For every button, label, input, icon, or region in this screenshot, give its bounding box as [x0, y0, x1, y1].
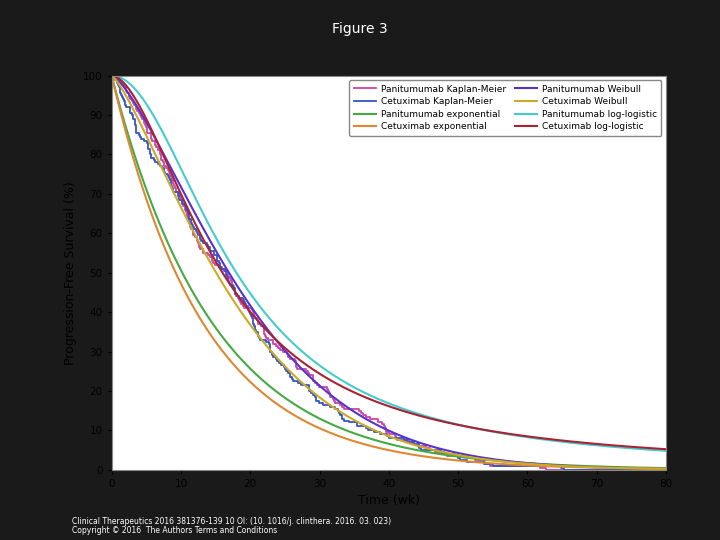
Panitumumab log-logistic: [408, 408, 416, 415]
Panitumumab Weibull: [648, 465, 657, 472]
Cetuximab Kaplan-Meier: [163, 173, 172, 179]
Panitumumab exponential: [648, 464, 657, 471]
Panitumumab log-logistic: [437, 417, 446, 424]
Panitumumab exponential: [408, 446, 416, 453]
Cetuximab log-logistic: [408, 410, 416, 417]
Line: Cetuximab log-logistic: Cetuximab log-logistic: [112, 76, 666, 449]
Panitumumab Weibull: [662, 465, 670, 472]
Panitumumab log-logistic: [107, 72, 116, 79]
Cetuximab Kaplan-Meier: [225, 279, 233, 286]
Panitumumab Kaplan-Meier: [330, 400, 339, 406]
Cetuximab exponential: [408, 451, 416, 458]
Cetuximab Kaplan-Meier: [315, 400, 323, 406]
Panitumumab exponential: [374, 438, 382, 444]
Cetuximab Kaplan-Meier: [107, 72, 116, 79]
Line: Panitumumab Kaplan-Meier: Panitumumab Kaplan-Meier: [112, 76, 666, 470]
Panitumumab Weibull: [562, 463, 570, 469]
Line: Panitumumab log-logistic: Panitumumab log-logistic: [112, 76, 666, 451]
Panitumumab exponential: [562, 462, 570, 469]
Cetuximab Kaplan-Meier: [246, 311, 254, 318]
Cetuximab Weibull: [374, 429, 382, 435]
Panitumumab Kaplan-Meier: [222, 267, 230, 274]
Line: Cetuximab exponential: Cetuximab exponential: [112, 76, 666, 469]
Cetuximab exponential: [648, 465, 657, 472]
Cetuximab log-logistic: [437, 418, 446, 424]
Cetuximab Weibull: [371, 427, 379, 434]
Panitumumab Weibull: [107, 72, 116, 79]
Cetuximab exponential: [374, 444, 382, 451]
Panitumumab Weibull: [437, 446, 446, 453]
Cetuximab Weibull: [648, 465, 657, 472]
Line: Panitumumab Weibull: Panitumumab Weibull: [112, 76, 666, 469]
Cetuximab exponential: [437, 455, 446, 462]
Line: Cetuximab Kaplan-Meier: Cetuximab Kaplan-Meier: [112, 76, 666, 470]
Panitumumab exponential: [437, 451, 446, 457]
Panitumumab log-logistic: [374, 396, 382, 402]
Cetuximab Kaplan-Meier: [662, 467, 670, 473]
Legend: Panitumumab Kaplan-Meier, Cetuximab Kaplan-Meier, Panitumumab exponential, Cetux: Panitumumab Kaplan-Meier, Cetuximab Kapl…: [349, 80, 662, 136]
Cetuximab log-logistic: [562, 438, 570, 444]
Panitumumab exponential: [371, 437, 379, 443]
Cetuximab log-logistic: [648, 445, 657, 451]
Text: Clinical Therapeutics 2016 381376-139 10 Ol: (10. 1016/j. clinthera. 2016. 03. 0: Clinical Therapeutics 2016 381376-139 10…: [72, 517, 391, 526]
Panitumumab Kaplan-Meier: [107, 72, 116, 79]
Panitumumab Kaplan-Meier: [542, 467, 551, 473]
Panitumumab Kaplan-Meier: [662, 467, 670, 473]
Panitumumab log-logistic: [662, 448, 670, 454]
Panitumumab log-logistic: [562, 439, 570, 446]
Cetuximab Weibull: [662, 465, 670, 472]
Line: Panitumumab exponential: Panitumumab exponential: [112, 76, 666, 468]
Cetuximab log-logistic: [374, 399, 382, 406]
Text: Copyright © 2016  The Authors Terms and Conditions: Copyright © 2016 The Authors Terms and C…: [72, 525, 277, 535]
Panitumumab exponential: [662, 465, 670, 471]
Cetuximab exponential: [107, 72, 116, 79]
Cetuximab log-logistic: [107, 72, 116, 79]
Cetuximab Weibull: [408, 441, 416, 447]
Cetuximab log-logistic: [371, 398, 379, 404]
Y-axis label: Progression-Free Survival (%): Progression-Free Survival (%): [64, 181, 77, 364]
Line: Cetuximab Weibull: Cetuximab Weibull: [112, 76, 666, 469]
Panitumumab Kaplan-Meier: [250, 311, 258, 318]
Panitumumab log-logistic: [648, 447, 657, 453]
Cetuximab Weibull: [437, 449, 446, 455]
Cetuximab Kaplan-Meier: [560, 467, 569, 473]
Cetuximab exponential: [562, 464, 570, 470]
Panitumumab Kaplan-Meier: [480, 458, 488, 465]
Panitumumab log-logistic: [371, 394, 379, 401]
Panitumumab Weibull: [408, 437, 416, 443]
Cetuximab Kaplan-Meier: [463, 458, 472, 465]
Text: Figure 3: Figure 3: [332, 22, 388, 36]
Panitumumab Weibull: [371, 421, 379, 427]
Panitumumab exponential: [107, 72, 116, 79]
Cetuximab log-logistic: [662, 446, 670, 453]
Cetuximab Kaplan-Meier: [220, 267, 228, 274]
Cetuximab Weibull: [107, 72, 116, 79]
Panitumumab Kaplan-Meier: [228, 279, 236, 286]
Cetuximab exponential: [371, 444, 379, 450]
Cetuximab exponential: [662, 465, 670, 472]
Panitumumab Weibull: [374, 422, 382, 429]
Cetuximab Weibull: [562, 463, 570, 469]
X-axis label: Time (wk): Time (wk): [358, 495, 420, 508]
Panitumumab Kaplan-Meier: [166, 173, 174, 179]
